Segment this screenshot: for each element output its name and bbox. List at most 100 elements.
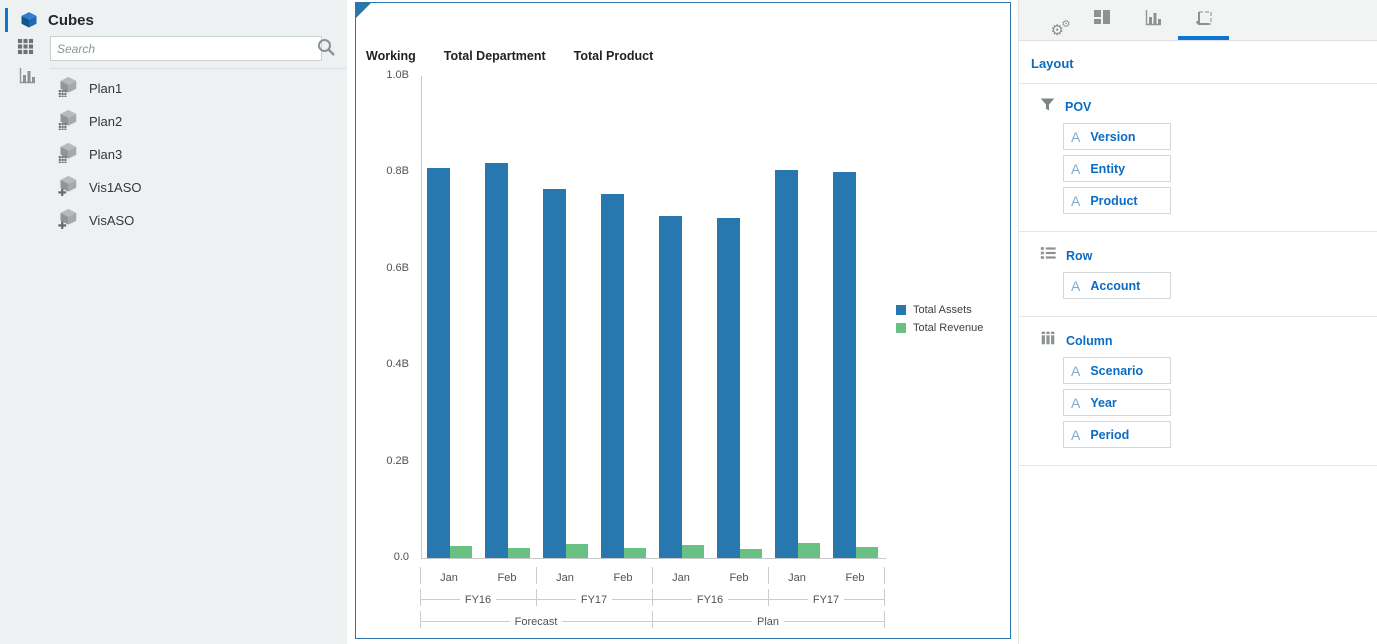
text-attribute-icon: A	[1071, 160, 1081, 177]
dimension-pill-account[interactable]: A Account	[1063, 272, 1171, 299]
bar-total-revenue[interactable]	[450, 546, 472, 558]
text-attribute-icon: A	[1071, 128, 1081, 145]
x-tick-label: Jan	[672, 571, 690, 584]
columns-icon	[1039, 329, 1057, 352]
axis-tick	[884, 589, 885, 606]
tab-tiles[interactable]	[1076, 0, 1127, 40]
sidebar-item-visaso[interactable]: VisASO	[0, 204, 347, 237]
bar-total-assets[interactable]	[833, 172, 856, 558]
dimension-pill-period[interactable]: A Period	[1063, 421, 1171, 448]
bar-total-revenue[interactable]	[682, 545, 704, 558]
y-tick-label: 0.4B	[386, 358, 409, 371]
bar-total-assets[interactable]	[775, 170, 798, 558]
x-label-period: Feb	[478, 567, 536, 588]
bar-total-revenue[interactable]	[798, 543, 820, 558]
axis-tick	[884, 567, 885, 584]
list-rows-icon	[1039, 244, 1057, 267]
bar-total-revenue[interactable]	[624, 548, 646, 558]
sidebar-item-plan1[interactable]: Plan1	[0, 72, 347, 105]
pov-member-label[interactable]: Working	[366, 49, 416, 63]
bar-total-revenue[interactable]	[566, 544, 588, 558]
bar-total-assets[interactable]	[601, 194, 624, 558]
layout-sections: POV A Version A Entity A Product Row A Account Col…	[1019, 84, 1377, 466]
x-label-period: Feb	[594, 567, 652, 588]
dimension-label: Period	[1090, 427, 1130, 442]
axis-line	[652, 621, 752, 622]
x-tick-label: Plan	[756, 615, 780, 628]
legend-label: Total Revenue	[913, 322, 984, 334]
divider	[50, 68, 347, 69]
sidebar-item-plan3[interactable]: Plan3	[0, 138, 347, 171]
axis-line	[844, 599, 885, 600]
axis-tick	[420, 567, 421, 584]
section-row: Row A Account	[1019, 232, 1377, 317]
cube-list: Plan1 Plan2 Plan3 Vis1ASO VisASO	[0, 72, 347, 237]
x-label-period: Feb	[826, 567, 884, 588]
dimension-label: Entity	[1090, 161, 1126, 176]
axis-tick	[768, 567, 769, 584]
tab-bar-chart[interactable]	[1127, 0, 1178, 40]
bar-total-assets[interactable]	[427, 168, 450, 558]
axis-line	[612, 599, 653, 600]
dimension-pill-entity[interactable]: A Entity	[1063, 155, 1171, 182]
bar-total-revenue[interactable]	[856, 547, 878, 558]
search-icon[interactable]	[316, 37, 336, 57]
axis-line	[768, 599, 808, 600]
cube-grid-icon	[57, 76, 78, 102]
x-tick-label: FY17	[580, 593, 608, 606]
cube-plus-icon	[57, 175, 78, 201]
cubes-sidebar: Cubes Plan1 Plan2 Plan3 Vis1ASO VisASO	[0, 0, 347, 644]
dimension-pill-scenario[interactable]: A Scenario	[1063, 357, 1171, 384]
pov-member-label[interactable]: Total Product	[573, 49, 654, 63]
tab-gears[interactable]: ⚙ ⚙	[1050, 19, 1071, 39]
legend-item[interactable]: Total Assets	[896, 301, 983, 319]
section-header: POV	[1039, 96, 1377, 118]
pov-member-label[interactable]: Total Department	[443, 49, 546, 63]
text-attribute-icon: A	[1071, 277, 1081, 294]
visualization-panel[interactable]: Working Total Department Total Product 1.0…	[355, 2, 1011, 639]
dimension-pill-year[interactable]: A Year	[1063, 389, 1171, 416]
bar-total-assets[interactable]	[485, 163, 508, 558]
y-tick-label: 0.2B	[386, 454, 409, 467]
cube-plus-icon	[57, 208, 78, 234]
bar-total-assets[interactable]	[659, 216, 682, 558]
x-axis-year-row: FY16 FY17 FY16 FY17	[420, 589, 886, 610]
x-label-year: FY16	[652, 589, 769, 610]
grid-icon[interactable]	[17, 38, 37, 58]
bar-total-revenue[interactable]	[508, 548, 530, 558]
bar-total-assets[interactable]	[717, 218, 740, 558]
x-axis-scenario-row: Forecast Plan	[420, 611, 886, 632]
section-label: POV	[1065, 100, 1092, 114]
section-label: Row	[1066, 248, 1093, 263]
sidebar-item-vis1aso[interactable]: Vis1ASO	[0, 171, 347, 204]
legend-item[interactable]: Total Revenue	[896, 319, 983, 337]
search-input[interactable]	[50, 36, 322, 61]
dimension-label: Year	[1090, 395, 1117, 410]
bar-total-revenue[interactable]	[740, 549, 762, 558]
dimension-label: Account	[1090, 278, 1141, 293]
sidebar-item-plan2[interactable]: Plan2	[0, 105, 347, 138]
x-tick-label: FY16	[464, 593, 492, 606]
y-tick-label: 0.0	[393, 551, 409, 563]
axis-tick	[652, 589, 653, 606]
bar-chart-icon[interactable]	[17, 66, 37, 86]
dimension-label: Version	[1090, 129, 1136, 144]
axis-line	[420, 621, 510, 622]
tab-canvas-layout[interactable]	[1178, 0, 1229, 40]
cube-label: Plan1	[89, 81, 123, 96]
y-tick-label: 0.6B	[386, 261, 409, 274]
axis-line	[784, 621, 884, 622]
text-attribute-icon: A	[1071, 362, 1081, 379]
filter-icon	[1039, 96, 1056, 118]
section-header: Column	[1039, 329, 1377, 352]
x-axis-period-row: Jan Feb Jan Feb Jan Feb Jan Feb	[420, 567, 886, 588]
axis-line	[536, 599, 576, 600]
dimension-pill-version[interactable]: A Version	[1063, 123, 1171, 150]
dimension-pill-product[interactable]: A Product	[1063, 187, 1171, 214]
axis-line	[562, 621, 653, 622]
bar-total-assets[interactable]	[543, 189, 566, 558]
cube-label: Plan3	[89, 147, 123, 162]
cube-label: Vis1ASO	[89, 180, 142, 195]
legend-label: Total Assets	[913, 304, 972, 316]
